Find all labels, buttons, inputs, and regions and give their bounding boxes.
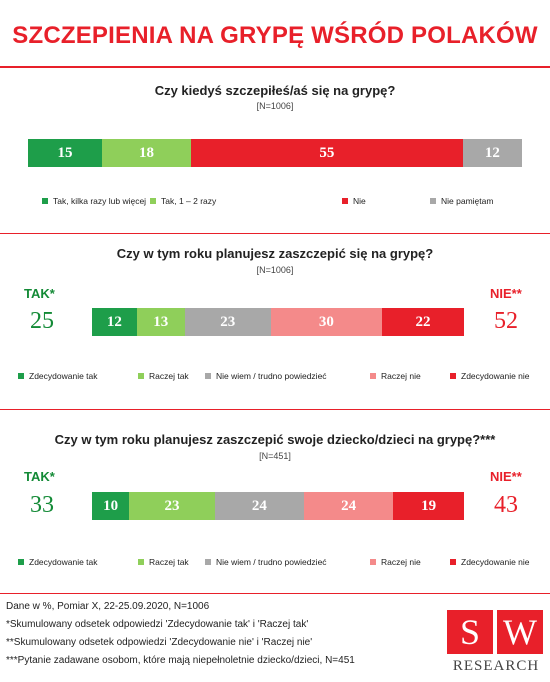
chart-1-bar-segment-4: 12 — [462, 139, 522, 167]
section-divider-2 — [0, 409, 550, 410]
chart-2-title: Czy w tym roku planujesz zaszczepić się … — [116, 246, 434, 261]
chart-3-nie-value: 43 — [494, 492, 518, 518]
chart-3-legend-item-5: Zdecydowanie nie — [450, 557, 530, 567]
chart-2-bar-segment-1: 12 — [92, 308, 137, 336]
footer-note-2: *Skumulowany odsetek odpowiedzi 'Zdecydo… — [6, 619, 309, 630]
chart-1-legend-item-1: Tak, kilka razy lub więcej — [42, 196, 146, 206]
chart-2-stacked-bar: 12 13 23 30 22 — [92, 308, 464, 336]
footer-note-3: **Skumulowany odsetek odpowiedzi 'Zdecyd… — [6, 637, 313, 648]
legend-swatch — [138, 559, 144, 565]
chart-3-bar-segment-3: 24 — [214, 492, 304, 520]
legend-label: Zdecydowanie nie — [461, 371, 530, 381]
legend-swatch — [450, 373, 456, 379]
logo-letter-w: W — [497, 610, 543, 654]
chart-3-legend-item-3: Nie wiem / trudno powiedzieć — [205, 557, 327, 567]
legend-label: Nie wiem / trudno powiedzieć — [216, 557, 327, 567]
chart-3-subtitle: [N=451] — [259, 451, 291, 461]
chart-3-tak-value: 33 — [30, 492, 54, 518]
chart-1-title: Czy kiedyś szczepiłeś/aś się na grypę? — [154, 83, 396, 98]
chart-3-tak-label: TAK* — [24, 469, 55, 484]
legend-swatch — [342, 198, 348, 204]
legend-swatch — [138, 373, 144, 379]
legend-label: Raczej nie — [381, 371, 421, 381]
chart-2-bar-segment-4: 30 — [270, 308, 383, 336]
chart-2-subtitle: [N=1006] — [256, 265, 294, 275]
chart-1-subtitle: [N=1006] — [256, 101, 294, 111]
logo-text: RESEARCH — [452, 658, 540, 674]
legend-swatch — [42, 198, 48, 204]
legend-label: Nie pamiętam — [441, 196, 494, 206]
logo-letter-s: S — [447, 610, 493, 654]
title-divider — [0, 66, 550, 68]
header: SZCZEPIENIA NA GRYPĘ WŚRÓD POLAKÓW — [0, 0, 550, 70]
chart-1-bar-segment-1: 15 — [28, 139, 103, 167]
chart-1-stacked-bar: 15 18 55 12 — [28, 139, 522, 167]
legend-swatch — [430, 198, 436, 204]
chart-3-stacked-bar: 10 23 24 24 19 — [92, 492, 464, 520]
chart-3-bar-segment-1: 10 — [92, 492, 130, 520]
sw-research-logo: S W RESEARCH — [447, 610, 545, 678]
chart-2-bar-segment-5: 22 — [382, 308, 464, 336]
chart-1-legend: Tak, kilka razy lub więcej Tak, 1 – 2 raz… — [0, 196, 550, 210]
legend-swatch — [205, 373, 211, 379]
chart-1-bar-segment-2: 18 — [102, 139, 191, 167]
chart-3-legend-item-4: Raczej nie — [370, 557, 421, 567]
chart-2-legend-item-4: Raczej nie — [370, 371, 421, 381]
legend-swatch — [18, 559, 24, 565]
chart-1-legend-item-4: Nie pamiętam — [430, 196, 493, 206]
footer-note-4: ***Pytanie zadawane osobom, które mają n… — [6, 655, 355, 666]
legend-label: Raczej tak — [149, 557, 189, 567]
legend-swatch — [370, 373, 376, 379]
chart-2-tak-value: 25 — [30, 308, 54, 334]
chart-1-legend-item-3: Nie — [342, 196, 366, 206]
chart-2-legend-item-3: Nie wiem / trudno powiedzieć — [205, 371, 327, 381]
legend-label: Raczej tak — [149, 371, 189, 381]
legend-label: Tak, kilka razy lub więcej — [53, 196, 147, 206]
chart-1-bar-segment-3: 55 — [191, 139, 463, 167]
chart-2-bar-segment-2: 13 — [136, 308, 185, 336]
legend-label: Zdecydowanie tak — [29, 557, 98, 567]
legend-label: Nie wiem / trudno powiedzieć — [216, 371, 327, 381]
legend-label: Zdecydowanie nie — [461, 557, 530, 567]
section-divider-3 — [0, 593, 550, 594]
legend-swatch — [150, 198, 156, 204]
chart-1-legend-item-2: Tak, 1 – 2 razy — [150, 196, 216, 206]
section-divider-1 — [0, 233, 550, 234]
chart-3-legend-item-2: Raczej tak — [138, 557, 189, 567]
legend-swatch — [205, 559, 211, 565]
chart-2-nie-value: 52 — [494, 308, 518, 334]
chart-3-bar-segment-5: 19 — [393, 492, 464, 520]
chart-3-bar-segment-2: 23 — [129, 492, 215, 520]
legend-label: Raczej nie — [381, 557, 421, 567]
legend-label: Nie — [353, 196, 366, 206]
chart-2-legend: Zdecydowanie tak Raczej tak Nie wiem / tru… — [0, 371, 550, 385]
chart-2-nie-label: NIE** — [490, 286, 522, 301]
legend-swatch — [450, 559, 456, 565]
chart-2-bar-segment-3: 23 — [184, 308, 271, 336]
chart-3-legend: Zdecydowanie tak Raczej tak Nie wiem / tru… — [0, 557, 550, 571]
chart-3-bar-segment-4: 24 — [304, 492, 394, 520]
chart-2-legend-item-1: Zdecydowanie tak — [18, 371, 98, 381]
legend-label: Tak, 1 – 2 razy — [161, 196, 217, 206]
legend-label: Zdecydowanie tak — [29, 371, 98, 381]
chart-3-nie-label: NIE** — [490, 469, 522, 484]
chart-2-legend-item-2: Raczej tak — [138, 371, 189, 381]
chart-3-legend-item-1: Zdecydowanie tak — [18, 557, 98, 567]
chart-2-tak-label: TAK* — [24, 286, 55, 301]
chart-3-title: Czy w tym roku planujesz zaszczepić swoj… — [54, 432, 496, 447]
legend-swatch — [18, 373, 24, 379]
footer-note-1: Dane w %, Pomiar X, 22-25.09.2020, N=100… — [6, 601, 210, 612]
page-title: SZCZEPIENIA NA GRYPĘ WŚRÓD POLAKÓW — [12, 22, 538, 49]
chart-2-legend-item-5: Zdecydowanie nie — [450, 371, 530, 381]
legend-swatch — [370, 559, 376, 565]
